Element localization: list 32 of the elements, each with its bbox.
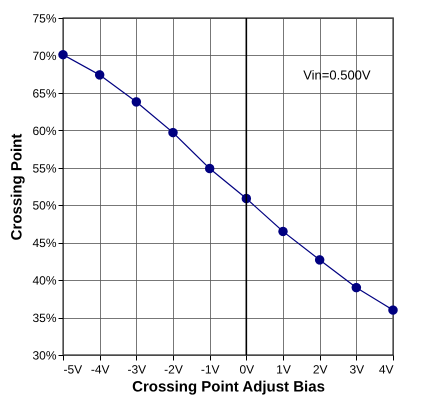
x-axis-title: Crossing Point Adjust Bias — [132, 378, 325, 396]
point — [204, 164, 214, 174]
x-tick-label: -2V — [164, 362, 183, 376]
y-tick-label: 50% — [32, 198, 57, 213]
x-tick-label: 4V — [378, 362, 394, 376]
x-tick-label: -4V — [90, 362, 110, 376]
x-tick-label: -3V — [127, 362, 146, 376]
y-axis-title: Crossing Point — [8, 134, 26, 240]
point — [314, 255, 324, 265]
point — [168, 128, 178, 138]
x-tick-label: 0V — [239, 362, 254, 376]
y-tick-label: 30% — [32, 348, 57, 362]
x-tick-label: -1V — [200, 362, 220, 376]
x-tick-label: 1V — [276, 362, 291, 376]
y-tick-label: 45% — [32, 236, 57, 250]
y-tick-label: 75% — [32, 12, 57, 26]
point — [278, 226, 288, 236]
y-tick-label: 70% — [32, 48, 57, 63]
point — [132, 97, 142, 107]
point — [352, 282, 362, 292]
y-tick-label: 40% — [32, 274, 57, 288]
point — [94, 70, 104, 80]
x-tick-label: 2V — [312, 362, 328, 376]
y-tick-label: 35% — [32, 311, 57, 326]
point — [388, 305, 398, 315]
y-tick-label: 65% — [32, 86, 57, 100]
x-tick-label: -5V — [64, 362, 82, 376]
y-tick-label: 55% — [32, 161, 57, 176]
y-tick-label: 60% — [32, 124, 57, 138]
annotation: Vin=0.500V — [303, 67, 371, 82]
point — [58, 50, 68, 60]
x-tick-label: 3V — [349, 362, 364, 376]
